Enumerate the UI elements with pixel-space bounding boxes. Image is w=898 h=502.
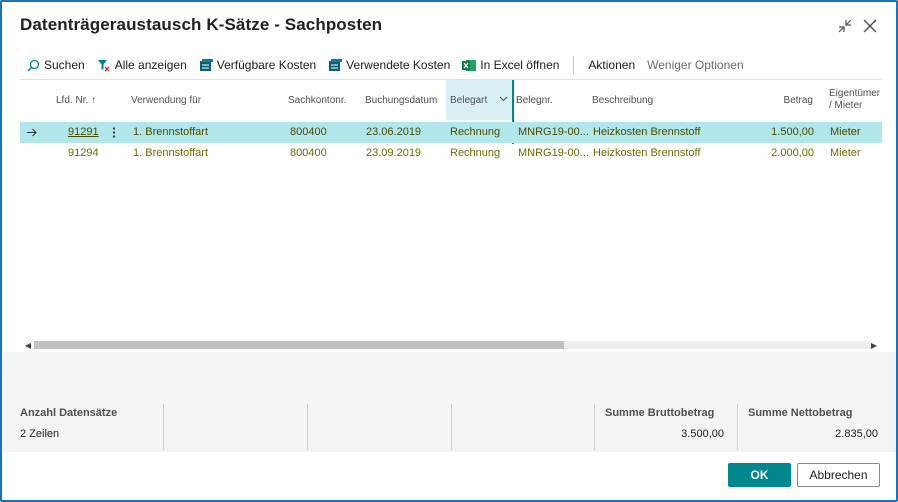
verwendung-cell: 1. Brennstoffart: [133, 147, 209, 159]
column-header-sachkonto[interactable]: Sachkontonr.: [288, 80, 358, 120]
collapse-icon[interactable]: [835, 16, 855, 36]
net-total-label: Summe Nettobetrag: [748, 407, 853, 419]
summary-empty-column: [163, 404, 306, 450]
show-all-button[interactable]: Alle anzeigen: [91, 53, 193, 77]
close-icon[interactable]: [860, 16, 880, 36]
row-arrow-icon: [26, 122, 40, 143]
belegnr-cell: MNRG19-00...: [518, 147, 589, 159]
excel-icon: [462, 58, 477, 72]
column-focus-indicator: [512, 80, 514, 144]
entries-grid: Lfd. Nr. ↑ Verwendung für Sachkontonr. B…: [20, 80, 882, 352]
column-header-buchungsdatum[interactable]: Buchungsdatum: [365, 80, 445, 120]
record-count-label: Anzahl Datensätze: [20, 407, 118, 419]
column-header-label: Sachkontonr.: [288, 94, 347, 106]
beschreibung-cell: Heizkosten Brennstoff: [593, 126, 701, 138]
list-icon: [328, 58, 343, 72]
column-header-belegart[interactable]: Belegart: [446, 80, 512, 120]
column-header-label: Buchungsdatum: [365, 94, 438, 106]
column-header-lfd-nr[interactable]: Lfd. Nr. ↑: [56, 80, 116, 120]
cancel-button[interactable]: Abbrechen: [797, 463, 880, 487]
summary-empty-column: [451, 404, 593, 450]
scroll-left-icon[interactable]: ◀: [24, 340, 32, 350]
eigentuemer-cell: Mieter: [830, 147, 861, 159]
column-header-beschreibung[interactable]: Beschreibung: [592, 80, 732, 120]
used-costs-label: Verwendete Kosten: [346, 58, 451, 72]
column-header-verwendung[interactable]: Verwendung für: [131, 80, 281, 120]
open-in-excel-button[interactable]: In Excel öffnen: [456, 53, 565, 77]
row-menu-icon[interactable]: [112, 122, 124, 143]
verwendung-cell: 1. Brennstoffart: [133, 126, 209, 138]
lfd-nr-cell[interactable]: 91294: [68, 147, 99, 159]
gross-total-label: Summe Bruttobetrag: [605, 407, 715, 419]
record-count-value: 2 Zeilen: [20, 428, 60, 440]
gross-total-value: 3.500,00: [681, 428, 724, 440]
used-costs-button[interactable]: Verwendete Kosten: [322, 53, 456, 77]
column-header-label: Beschreibung: [592, 94, 654, 106]
betrag-cell: 2.000,00: [771, 147, 814, 159]
lfd-nr-link[interactable]: 91291: [68, 126, 99, 138]
column-header-label: Betrag: [783, 94, 813, 106]
column-header-label: / Mieter: [829, 100, 863, 111]
column-header-betrag[interactable]: Betrag: [764, 80, 813, 120]
actions-label: Aktionen: [588, 58, 636, 72]
chevron-down-icon[interactable]: [499, 94, 508, 105]
column-header-label: Eigentümer: [829, 88, 881, 99]
open-in-excel-label: In Excel öffnen: [480, 58, 560, 72]
gross-total-section: Summe Bruttobetrag 3.500,00: [594, 404, 736, 450]
column-header-belegnr[interactable]: Belegnr.: [516, 80, 586, 120]
scrollbar-thumb[interactable]: [34, 341, 564, 349]
action-bar: Suchen Alle anzeigen Verfügbare Kosten V…: [20, 52, 882, 78]
available-costs-button[interactable]: Verfügbare Kosten: [193, 53, 322, 77]
clear-filter-icon: [97, 58, 111, 72]
horizontal-scrollbar[interactable]: ◀ ▶: [20, 338, 882, 352]
list-icon: [199, 58, 213, 72]
available-costs-label: Verfügbare Kosten: [216, 58, 317, 72]
fewer-options-button[interactable]: Weniger Optionen: [641, 53, 750, 77]
totals-summary: Anzahl Datensätze 2 Zeilen Summe Bruttob…: [2, 400, 896, 452]
beschreibung-cell: Heizkosten Brennstoff: [593, 147, 701, 159]
belegart-cell: Rechnung: [450, 126, 501, 138]
belegnr-cell: MNRG19-00...: [518, 126, 589, 138]
scroll-right-icon[interactable]: ▶: [870, 340, 878, 350]
ok-button[interactable]: OK: [728, 463, 791, 487]
toolbar-divider: [573, 56, 575, 74]
buchungsdatum-cell: 23.09.2019: [366, 147, 422, 159]
column-header-label: Verwendung für: [131, 94, 202, 106]
sachkonto-cell: 800400: [290, 126, 327, 138]
net-total-value: 2.835,00: [835, 428, 878, 440]
column-header-eigentuemer[interactable]: Eigentümer / Mieter: [829, 80, 882, 120]
record-count-section: Anzahl Datensätze 2 Zeilen: [20, 404, 162, 450]
summary-empty-column: [307, 404, 450, 450]
betrag-cell: 1.500,00: [771, 126, 814, 138]
column-header-label: Belegnr.: [516, 94, 553, 106]
column-header-label: Belegart: [450, 94, 488, 106]
dialog-title: Datenträgeraustausch K-Sätze - Sachposte…: [20, 15, 383, 34]
fewer-options-label: Weniger Optionen: [647, 58, 744, 72]
buchungsdatum-cell: 23.06.2019: [366, 126, 422, 138]
net-total-section: Summe Nettobetrag 2.835,00: [737, 404, 882, 450]
title-bar: Datenträgeraustausch K-Sätze - Sachposte…: [2, 2, 896, 50]
column-header-label: Lfd. Nr. ↑: [56, 94, 97, 106]
search-icon: [26, 58, 40, 72]
table-row[interactable]: 91291 1. Brennstoffart 800400 23.06.2019…: [20, 122, 882, 143]
eigentuemer-cell: Mieter: [830, 126, 861, 138]
actions-menu[interactable]: Aktionen: [582, 53, 641, 77]
search-label: Suchen: [44, 58, 85, 72]
show-all-label: Alle anzeigen: [114, 58, 187, 72]
table-row[interactable]: 91294 1. Brennstoffart 800400 23.09.2019…: [20, 143, 882, 164]
toolbar-divider-line: [20, 79, 882, 80]
sachkonto-cell: 800400: [290, 147, 327, 159]
search-button[interactable]: Suchen: [20, 53, 91, 77]
belegart-cell: Rechnung: [450, 147, 501, 159]
